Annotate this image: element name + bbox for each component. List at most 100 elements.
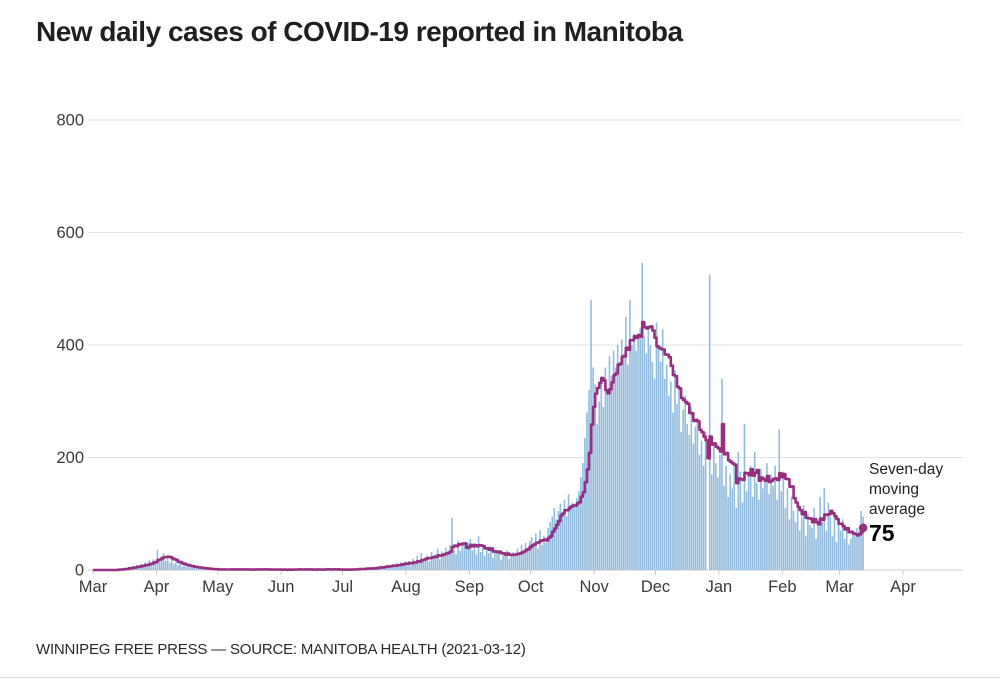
daily-cases-bar xyxy=(770,474,772,570)
x-axis-label: Apr xyxy=(144,578,170,596)
daily-cases-bar xyxy=(406,564,408,570)
daily-cases-bar xyxy=(739,471,742,570)
daily-cases-bar xyxy=(150,562,153,570)
daily-cases-bar xyxy=(625,316,627,570)
daily-cases-bar xyxy=(796,502,799,570)
daily-cases-bar xyxy=(193,568,196,570)
daily-cases-bar xyxy=(676,404,678,570)
daily-cases-bar xyxy=(584,437,586,570)
daily-cases-bar xyxy=(788,519,791,570)
daily-cases-bar xyxy=(762,488,764,570)
daily-cases-bar xyxy=(160,555,163,570)
daily-cases-bar xyxy=(620,339,623,570)
daily-cases-bar xyxy=(496,554,498,570)
daily-cases-bar xyxy=(487,553,490,570)
daily-cases-bar xyxy=(582,463,584,570)
x-axis-label: Jul xyxy=(332,578,353,596)
daily-cases-bar xyxy=(514,556,517,570)
daily-cases-bar xyxy=(708,274,711,570)
daily-cases-bar xyxy=(735,508,738,570)
daily-cases-bar xyxy=(784,508,787,570)
daily-cases-bar xyxy=(688,435,691,570)
daily-cases-bar xyxy=(674,370,676,570)
daily-cases-bar xyxy=(504,555,506,570)
daily-cases-bar xyxy=(817,519,819,570)
daily-cases-bar xyxy=(166,557,169,570)
daily-cases-bar xyxy=(528,540,531,570)
daily-cases-bar xyxy=(766,463,768,570)
daily-cases-bar xyxy=(187,566,189,570)
daily-cases-bar xyxy=(794,522,797,570)
x-axis-label: Nov xyxy=(579,578,609,596)
daily-cases-bar xyxy=(592,367,594,570)
daily-cases-bar xyxy=(856,527,858,570)
daily-cases-bar xyxy=(682,409,684,570)
daily-cases-bar xyxy=(393,566,396,570)
daily-cases-bar xyxy=(522,551,525,570)
daily-cases-bar xyxy=(586,412,588,570)
daily-cases-bar xyxy=(195,567,198,570)
x-axis-label: Mar xyxy=(79,578,108,596)
daily-cases-bar xyxy=(490,546,492,570)
daily-cases-bar xyxy=(710,474,713,570)
daily-cases-bar xyxy=(680,432,682,570)
x-axis-label: Apr xyxy=(890,578,916,596)
moving-average-annotation: Seven-day moving average 75 xyxy=(869,460,979,545)
daily-cases-bar xyxy=(790,496,793,570)
daily-cases-bar xyxy=(651,361,654,570)
daily-cases-bar xyxy=(397,564,400,570)
daily-cases-bar xyxy=(780,491,783,570)
daily-cases-bar xyxy=(629,300,631,570)
daily-cases-bar xyxy=(858,530,860,570)
daily-cases-bar xyxy=(418,563,421,570)
moving-average-value: 75 xyxy=(869,520,895,546)
daily-cases-bar xyxy=(665,364,668,570)
daily-cases-bar xyxy=(672,412,674,570)
daily-cases-bar xyxy=(479,552,482,570)
daily-cases-bar xyxy=(467,543,470,570)
x-axis-label: Jan xyxy=(706,578,733,596)
daily-cases-bar xyxy=(749,465,752,570)
daily-cases-bar xyxy=(792,510,795,570)
daily-cases-bar xyxy=(404,561,406,570)
daily-cases-bar xyxy=(635,350,637,570)
daily-cases-bar xyxy=(535,533,537,570)
daily-cases-bar xyxy=(510,554,513,570)
daily-cases-bar xyxy=(426,555,429,570)
daily-cases-bar xyxy=(637,333,639,570)
daily-cases-bar xyxy=(733,463,736,570)
daily-cases-bar xyxy=(465,550,468,570)
daily-cases-bar xyxy=(557,510,560,570)
daily-cases-bar xyxy=(518,553,521,570)
daily-cases-bar xyxy=(815,539,817,570)
daily-cases-bar xyxy=(197,568,200,570)
daily-cases-bar xyxy=(551,516,554,570)
daily-cases-bar xyxy=(757,499,760,570)
daily-cases-bar xyxy=(862,516,864,570)
daily-cases-bar xyxy=(549,522,551,570)
x-axis-label: Oct xyxy=(518,578,544,596)
y-axis-label: 0 xyxy=(75,562,84,580)
moving-average-line xyxy=(92,320,865,572)
daily-cases-bar xyxy=(768,494,770,570)
daily-cases-bar xyxy=(481,547,484,570)
daily-cases-bar xyxy=(833,516,836,570)
daily-cases-bar xyxy=(835,541,838,570)
daily-cases-bar xyxy=(445,547,447,570)
daily-cases-bar xyxy=(737,451,740,570)
daily-cases-bar xyxy=(553,508,556,570)
daily-cases-bar xyxy=(813,508,815,570)
daily-cases-bar xyxy=(512,552,515,570)
y-axis-label: 400 xyxy=(56,337,84,355)
daily-cases-bar xyxy=(802,505,805,570)
daily-cases-bar xyxy=(600,378,603,570)
daily-cases-bar xyxy=(447,553,449,570)
daily-cases-bar xyxy=(172,563,175,570)
daily-cases-bar xyxy=(627,364,629,570)
daily-cases-bar xyxy=(569,508,572,570)
daily-cases-bar xyxy=(545,543,547,570)
daily-cases-bar xyxy=(661,329,664,570)
footer-divider xyxy=(0,677,1000,678)
daily-cases-bar xyxy=(798,530,801,570)
